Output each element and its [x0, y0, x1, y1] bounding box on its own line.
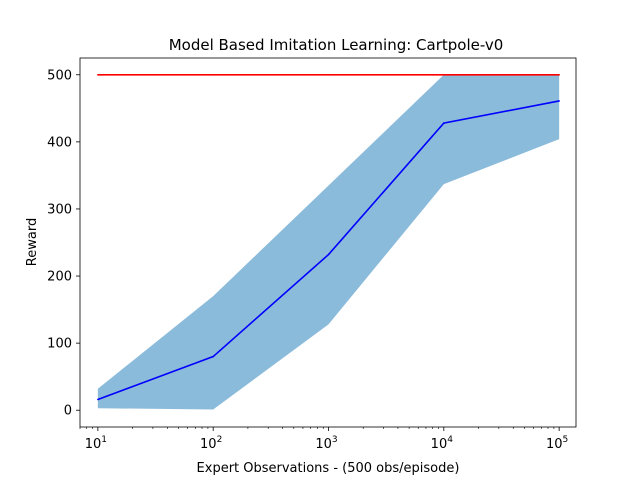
- y-tick-label: 300: [47, 202, 72, 217]
- series-2-point: [212, 355, 214, 358]
- y-tick-label: 0: [64, 404, 72, 419]
- plot-area: [97, 73, 560, 410]
- x-tick-label: 105: [546, 435, 568, 452]
- y-tick-label: 200: [47, 270, 72, 285]
- axes: 0 100 200 300 400 500 101 102 103 104 105: [47, 57, 577, 452]
- x-tick-label: 103: [315, 435, 337, 452]
- series-1-point: [212, 73, 214, 76]
- series-2-point: [97, 398, 99, 401]
- y-tick-label: 500: [47, 68, 72, 83]
- chart-title: Model Based Imitation Learning: Cartpole…: [169, 36, 504, 54]
- series-2-point: [327, 253, 330, 256]
- series-2-point: [443, 122, 445, 124]
- x-tick-label: 101: [85, 435, 107, 452]
- series-1-point: [558, 73, 560, 76]
- axes-frame: [79, 57, 577, 428]
- x-axis-label: Expert Observations - (500 obs/episode): [197, 461, 460, 476]
- series-2-point: [558, 100, 560, 102]
- series-1-point: [327, 73, 330, 76]
- series-1-point: [443, 73, 445, 76]
- y-axis-label: Reward: [25, 218, 40, 266]
- y-tick-label: 400: [47, 135, 72, 150]
- x-tick-label: 102: [200, 435, 222, 452]
- x-tick-label: 104: [431, 435, 454, 452]
- y-tick-label: 100: [47, 337, 72, 352]
- confidence-band: [97, 74, 560, 410]
- series-1-point: [97, 73, 99, 76]
